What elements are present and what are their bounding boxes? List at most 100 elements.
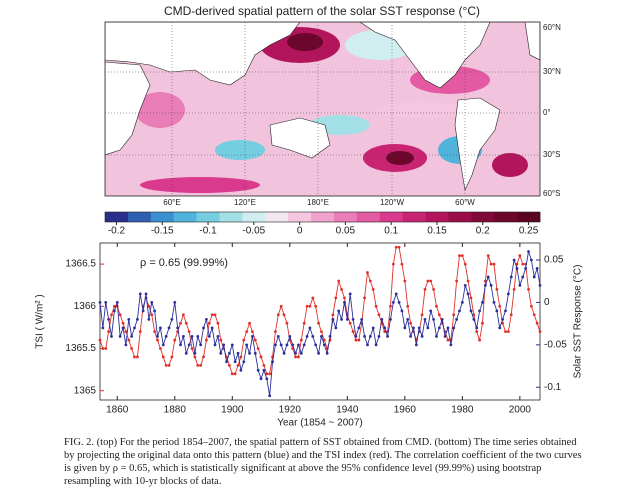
series-point [351, 317, 355, 321]
series-point [118, 334, 122, 338]
series-point [124, 330, 128, 334]
colorbar-cell [150, 212, 174, 222]
caption: FIG. 2. (top) For the period 1854–2007, … [64, 437, 582, 487]
series-point [420, 313, 424, 317]
anomaly [287, 33, 323, 51]
series-point [239, 368, 243, 372]
series-point [515, 267, 519, 270]
series-point [297, 355, 300, 359]
series-point [435, 334, 438, 338]
series-point [469, 309, 473, 313]
series-point [256, 368, 260, 372]
colorbar-tick-label: 0 [297, 226, 303, 237]
series-point [199, 343, 203, 347]
series-point [432, 288, 435, 291]
series-point [377, 334, 381, 338]
series-point [475, 326, 479, 330]
series-point [463, 284, 467, 287]
series-point [279, 304, 283, 308]
series-point [472, 313, 476, 317]
series-point [518, 254, 522, 258]
series-point [334, 296, 338, 300]
colorbar-cell [105, 212, 129, 222]
series-point [156, 338, 159, 342]
series-point [478, 309, 482, 313]
series-point [251, 334, 254, 338]
series-point [334, 326, 338, 330]
series-point [253, 351, 257, 355]
series-point [524, 267, 528, 270]
series-point [320, 330, 323, 334]
series-point [366, 343, 369, 347]
series-point [161, 355, 165, 359]
series-point [532, 313, 536, 317]
series-point [475, 330, 479, 334]
colorbar-tick-label: -0.05 [242, 226, 265, 237]
series-point [498, 304, 502, 308]
series-point [538, 284, 542, 287]
series-point [167, 363, 171, 367]
colorbar-cell [356, 212, 381, 222]
series-point [242, 338, 246, 342]
series-point [512, 258, 516, 262]
series-point [466, 279, 470, 283]
series-point [170, 355, 174, 359]
series-point [230, 343, 234, 347]
series-point [271, 360, 274, 364]
series-point [248, 351, 251, 355]
series-point [308, 304, 312, 308]
series-point [340, 288, 343, 291]
lat-label: 60°S [543, 189, 560, 198]
series-point [317, 321, 320, 325]
series-point [489, 262, 493, 266]
colorbar-cell [494, 212, 518, 222]
series-point [504, 330, 507, 334]
series-point [322, 343, 326, 347]
series-point [317, 351, 320, 355]
series-point [314, 343, 318, 347]
series-point [138, 330, 142, 334]
colorbar-tick-label: 0.1 [384, 226, 398, 237]
series-point [150, 301, 154, 304]
series-point [98, 301, 102, 304]
series-point [403, 279, 407, 283]
series-point [394, 292, 398, 296]
series-point [121, 321, 125, 325]
series-point [150, 313, 154, 317]
series-point [478, 338, 482, 342]
series-point [348, 292, 352, 296]
series-point [492, 301, 496, 304]
colorbar-cell [288, 212, 312, 222]
series-point [176, 326, 180, 330]
series-point [153, 309, 157, 313]
series-point [498, 326, 502, 330]
series-point [466, 292, 470, 296]
colorbar-tick-label: 0.25 [519, 226, 539, 237]
series-point [121, 326, 125, 330]
series-point [320, 334, 323, 338]
series-point [294, 355, 297, 359]
series-point [455, 279, 459, 283]
series-point [389, 304, 392, 308]
x-tick-label: 1860 [106, 405, 129, 416]
series-point [340, 317, 343, 321]
series-point [213, 343, 217, 347]
series-point [251, 330, 254, 334]
series-point [236, 351, 240, 355]
lat-label: 0° [543, 108, 551, 117]
colorbar-tick-label: -0.2 [108, 226, 126, 237]
series-point [429, 279, 433, 283]
series-point [406, 304, 410, 308]
series-line [99, 251, 541, 396]
series-point [412, 326, 415, 330]
series-point [397, 245, 401, 249]
series-point [276, 334, 280, 338]
series-point [268, 372, 272, 376]
series-point [190, 334, 194, 338]
series-point [357, 338, 361, 342]
series-point [386, 334, 389, 338]
series-point [282, 351, 286, 355]
colorbar-tick-label: 0.15 [427, 226, 447, 237]
series-point [216, 321, 220, 325]
series-point [156, 334, 159, 338]
